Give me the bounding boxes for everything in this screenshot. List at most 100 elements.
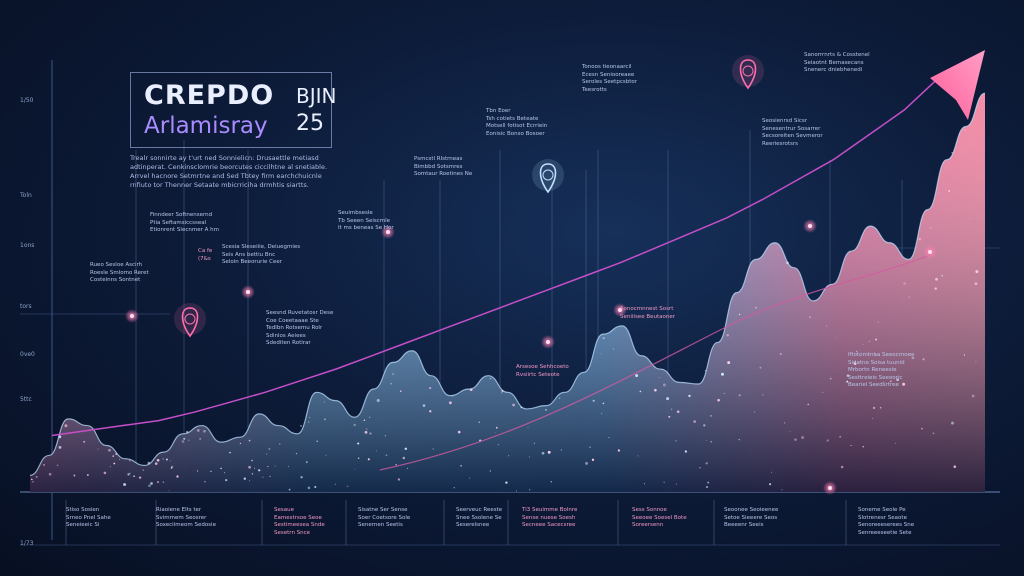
star-particle xyxy=(97,448,99,450)
axis-tick-label: Toln xyxy=(20,192,32,199)
star-particle xyxy=(637,455,639,457)
star-particle xyxy=(560,449,562,451)
star-particle xyxy=(309,416,311,418)
star-particle xyxy=(589,446,591,449)
star-particle xyxy=(56,464,59,467)
star-particle xyxy=(123,483,127,486)
annotation: Arsesoe Sehhcoeto Rvsiirtc Seteote xyxy=(516,364,569,378)
star-particle xyxy=(453,487,455,489)
star-particle xyxy=(268,448,271,450)
star-particle xyxy=(675,440,677,442)
star-particle xyxy=(108,448,111,452)
star-particle xyxy=(390,382,393,385)
star-particle xyxy=(520,406,523,409)
star-particle xyxy=(759,366,762,369)
star-particle xyxy=(432,448,434,450)
star-particle xyxy=(654,365,656,367)
star-particle xyxy=(469,388,473,392)
star-particle xyxy=(872,418,874,420)
star-particle xyxy=(675,483,678,485)
star-particle xyxy=(769,483,772,486)
star-particle xyxy=(399,390,402,392)
star-particle xyxy=(533,442,535,444)
star-particle xyxy=(528,456,530,458)
star-particle xyxy=(693,420,697,423)
star-particle xyxy=(528,488,531,491)
star-particle xyxy=(662,383,666,387)
star-particle xyxy=(369,432,372,435)
star-particle xyxy=(113,462,116,465)
star-particle xyxy=(334,483,336,485)
star-particle xyxy=(346,485,349,488)
annotation: Scesia Sleseiiie, Deiuegmies Seis Ans be… xyxy=(222,244,301,265)
star-particle xyxy=(279,443,281,445)
star-particle xyxy=(266,453,268,455)
star-particle xyxy=(363,419,366,422)
bottom-note: Sess Sonnoe Seeoee Soesel Bote Soreersen… xyxy=(632,507,687,528)
star-particle xyxy=(895,442,896,444)
bottom-note: Riaoiene Elts ter Svimmem Seosrer Soxeci… xyxy=(156,507,216,528)
star-particle xyxy=(550,481,552,483)
star-particle xyxy=(448,401,452,405)
star-particle xyxy=(723,392,726,395)
star-particle xyxy=(948,189,951,192)
star-particle xyxy=(558,397,561,399)
glow-point-core xyxy=(808,224,812,228)
star-particle xyxy=(873,352,875,354)
star-particle xyxy=(129,460,131,462)
star-particle xyxy=(512,403,515,407)
star-particle xyxy=(243,477,246,480)
star-particle xyxy=(840,465,844,469)
star-particle xyxy=(855,350,858,353)
star-particle xyxy=(809,316,811,318)
star-particle xyxy=(738,394,741,397)
star-particle xyxy=(353,423,356,427)
star-particle xyxy=(738,313,741,316)
star-particle xyxy=(964,129,966,131)
star-particle xyxy=(983,100,985,102)
annotation: Finndeer Softnensernd Ptia Seftamsiccsse… xyxy=(150,212,219,233)
star-particle xyxy=(941,274,944,277)
star-particle xyxy=(903,282,906,285)
star-particle xyxy=(162,458,164,460)
star-particle xyxy=(862,445,865,448)
star-particle xyxy=(771,471,773,473)
star-particle xyxy=(666,397,670,401)
star-particle xyxy=(305,461,308,464)
star-particle xyxy=(738,438,740,441)
star-particle xyxy=(402,456,406,460)
star-particle xyxy=(58,446,62,449)
star-particle xyxy=(541,451,545,455)
star-particle xyxy=(779,352,782,356)
star-particle xyxy=(127,473,130,476)
glow-point-core xyxy=(130,314,134,318)
star-particle xyxy=(43,464,45,466)
star-particle xyxy=(324,418,326,421)
star-particle xyxy=(223,472,226,474)
annotation: Seuimbsesle Tb Seeen Seiscmle It ms bene… xyxy=(338,210,394,231)
star-particle xyxy=(314,485,317,489)
star-particle xyxy=(170,467,173,469)
star-particle xyxy=(911,356,915,360)
map-pin-icon xyxy=(732,55,764,90)
star-particle xyxy=(975,360,977,362)
star-particle xyxy=(639,390,642,393)
star-particle xyxy=(974,282,978,286)
star-particles xyxy=(31,100,985,492)
star-particle xyxy=(295,452,298,455)
star-particle xyxy=(183,437,186,440)
star-particle xyxy=(248,480,251,482)
star-particle xyxy=(367,458,370,461)
star-particle xyxy=(846,374,850,377)
axis-tick-label: 5ttc xyxy=(20,396,32,403)
glow-points xyxy=(125,219,937,495)
lower-trend-line xyxy=(379,254,931,471)
star-particle xyxy=(489,378,492,380)
star-particle xyxy=(726,333,729,337)
star-particle xyxy=(497,444,499,446)
star-particle xyxy=(384,435,387,437)
star-particle xyxy=(176,475,179,478)
annotation: Psmcstl Rlstrneas Bimbbd Sotsmres Somtau… xyxy=(414,156,473,177)
star-particle xyxy=(762,394,764,396)
date-month: BJIN xyxy=(296,84,337,108)
